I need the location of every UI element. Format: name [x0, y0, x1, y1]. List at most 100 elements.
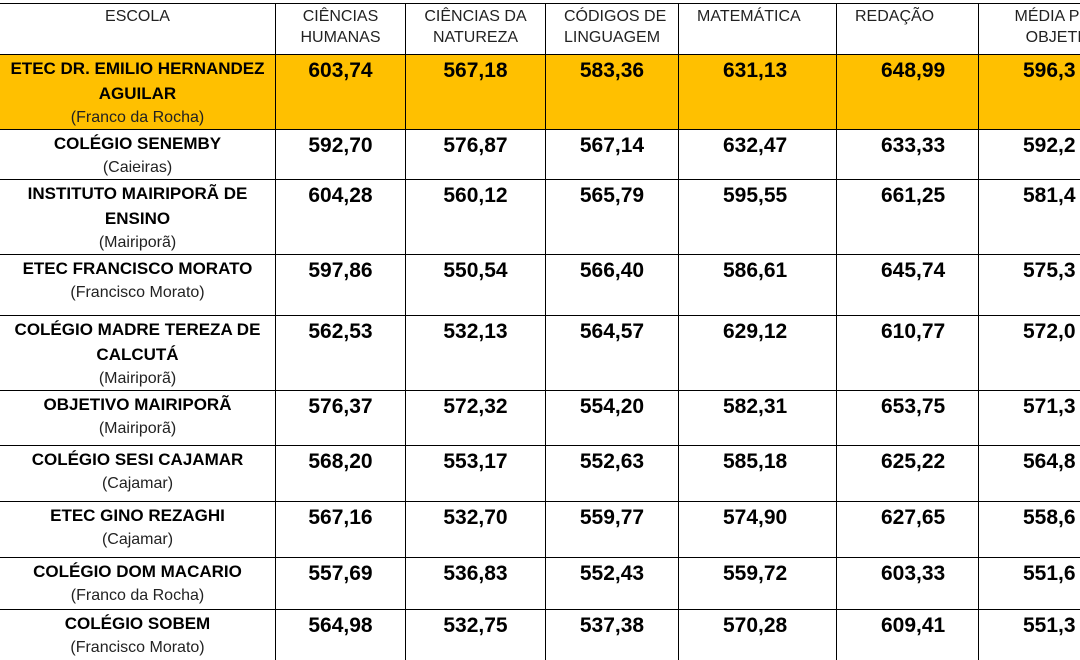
- school-name: ETEC FRANCISCO MORATO: [22, 259, 253, 278]
- header-label-line: CIÊNCIAS: [302, 8, 379, 25]
- header-codigos-linguagem: CÓDIGOS DE LINGUAGEM: [545, 3, 679, 55]
- school-cell: OBJETIVO MAIRIPORÃ (Mairiporã): [0, 390, 276, 446]
- score-cell: 576,87: [405, 129, 546, 180]
- score-cell: 574,90: [678, 501, 837, 558]
- school-city: (Franco da Rocha): [70, 587, 205, 604]
- score-cell: 576,37: [275, 390, 406, 446]
- score-cell: 610,77: [836, 315, 979, 391]
- score-cell: 632,47: [678, 129, 837, 180]
- score-cell: 559,77: [545, 501, 679, 558]
- score-cell: 551,3: [978, 609, 1080, 660]
- score-cell: 560,12: [405, 179, 546, 255]
- score-cell: 592,70: [275, 129, 406, 180]
- school-cell: ETEC GINO REZAGHI (Cajamar): [0, 501, 276, 558]
- school-name: OBJETIVO MAIRIPORÃ: [43, 395, 232, 414]
- score-cell: 567,14: [545, 129, 679, 180]
- school-city: (Cajamar): [101, 475, 174, 492]
- score-cell: 558,6: [978, 501, 1080, 558]
- school-cell: COLÉGIO SENEMBY (Caieiras): [0, 129, 276, 180]
- score-cell: 572,32: [405, 390, 546, 446]
- school-city: (Francisco Morato): [70, 284, 205, 301]
- header-label-line: NATUREZA: [432, 29, 519, 46]
- score-cell: 631,13: [678, 54, 837, 130]
- score-cell: 582,31: [678, 390, 837, 446]
- score-cell: 565,79: [545, 179, 679, 255]
- school-city: (Cajamar): [101, 531, 174, 548]
- school-cell: ETEC FRANCISCO MORATO (Francisco Morato): [0, 254, 276, 316]
- school-name: COLÉGIO SESI CAJAMAR: [31, 450, 244, 469]
- score-cell: 568,20: [275, 445, 406, 502]
- header-label-line: ESCOLA: [105, 8, 170, 25]
- score-cell: 585,18: [678, 445, 837, 502]
- score-cell: 532,13: [405, 315, 546, 391]
- table-row: COLÉGIO SESI CAJAMAR (Cajamar) 568,20 553,1…: [0, 445, 1080, 502]
- school-name: COLÉGIO SENEMBY: [53, 134, 222, 153]
- header-ciencias-natureza: CIÊNCIAS DA NATUREZA: [405, 3, 546, 55]
- table-row: OBJETIVO MAIRIPORÃ (Mairiporã) 576,37 572,3…: [0, 390, 1080, 446]
- school-cell: COLÉGIO SOBEM (Francisco Morato): [0, 609, 276, 660]
- school-name: INSTITUTO MAIRIPORÃ DE ENSINO: [27, 184, 248, 228]
- header-label-line: CIÊNCIAS DA: [424, 8, 527, 25]
- score-cell: 575,3: [978, 254, 1080, 316]
- school-name: COLÉGIO MADRE TEREZA DE CALCUTÁ: [14, 320, 261, 364]
- score-cell: 597,86: [275, 254, 406, 316]
- score-cell: 567,16: [275, 501, 406, 558]
- table-row: COLÉGIO SENEMBY (Caieiras) 592,70 576,87 567…: [0, 129, 1080, 180]
- table-row: COLÉGIO DOM MACARIO (Franco da Rocha) 557,…: [0, 557, 1080, 610]
- score-cell: 554,20: [545, 390, 679, 446]
- score-cell: 595,55: [678, 179, 837, 255]
- header-redacao: REDAÇÃO: [836, 3, 979, 55]
- school-city: (Franco da Rocha): [70, 109, 205, 126]
- score-cell: 552,63: [545, 445, 679, 502]
- header-media: MÉDIA PRO OBJETIV: [978, 3, 1080, 55]
- score-cell: 629,12: [678, 315, 837, 391]
- table-row: INSTITUTO MAIRIPORÃ DE ENSINO (Mairiporã)…: [0, 179, 1080, 255]
- header-label-line: OBJETIV: [1025, 29, 1080, 46]
- school-cell: INSTITUTO MAIRIPORÃ DE ENSINO (Mairiporã): [0, 179, 276, 255]
- score-cell: 570,28: [678, 609, 837, 660]
- school-name: ETEC DR. EMILIO HERNANDEZ AGUILAR: [10, 59, 265, 103]
- table-header: ESCOLA CIÊNCIAS HUMANAS CIÊNCIAS DA NATUREZA…: [0, 3, 1080, 55]
- header-escola: ESCOLA: [0, 3, 276, 55]
- score-cell: 536,83: [405, 557, 546, 610]
- table-row: COLÉGIO MADRE TEREZA DE CALCUTÁ (Mairipor…: [0, 315, 1080, 391]
- score-cell: 583,36: [545, 54, 679, 130]
- score-cell: 532,75: [405, 609, 546, 660]
- school-cell: COLÉGIO MADRE TEREZA DE CALCUTÁ (Mairipor…: [0, 315, 276, 391]
- score-cell: 625,22: [836, 445, 979, 502]
- header-matematica: MATEMÁTICA: [678, 3, 837, 55]
- score-cell: 609,41: [836, 609, 979, 660]
- score-cell: 562,53: [275, 315, 406, 391]
- school-name: COLÉGIO DOM MACARIO: [33, 562, 242, 581]
- header-label-line: REDAÇÃO: [855, 8, 935, 25]
- header-ciencias-humanas: CIÊNCIAS HUMANAS: [275, 3, 406, 55]
- score-cell: 586,61: [678, 254, 837, 316]
- school-city: (Mairiporã): [98, 370, 177, 387]
- score-cell: 627,65: [836, 501, 979, 558]
- score-cell: 557,69: [275, 557, 406, 610]
- score-cell: 633,33: [836, 129, 979, 180]
- score-cell: 564,98: [275, 609, 406, 660]
- table-row: ETEC GINO REZAGHI (Cajamar) 567,16 532,70 55…: [0, 501, 1080, 558]
- score-cell: 564,57: [545, 315, 679, 391]
- score-cell: 537,38: [545, 609, 679, 660]
- school-cell: ETEC DR. EMILIO HERNANDEZ AGUILAR (Franco…: [0, 54, 276, 130]
- score-cell: 550,54: [405, 254, 546, 316]
- score-cell: 603,74: [275, 54, 406, 130]
- score-cell: 564,8: [978, 445, 1080, 502]
- score-cell: 592,2: [978, 129, 1080, 180]
- score-cell: 567,18: [405, 54, 546, 130]
- score-cell: 581,4: [978, 179, 1080, 255]
- score-cell: 661,25: [836, 179, 979, 255]
- header-label-line: CÓDIGOS DE: [564, 8, 667, 25]
- table-body: ETEC DR. EMILIO HERNANDEZ AGUILAR (Franco…: [0, 54, 1080, 660]
- school-cell: COLÉGIO SESI CAJAMAR (Cajamar): [0, 445, 276, 502]
- score-cell: 653,75: [836, 390, 979, 446]
- score-cell: 648,99: [836, 54, 979, 130]
- table-row: ETEC FRANCISCO MORATO (Francisco Morato) 5…: [0, 254, 1080, 316]
- score-cell: 604,28: [275, 179, 406, 255]
- header-label-line: MÉDIA PRO: [1014, 8, 1080, 25]
- header-label-line: MATEMÁTICA: [697, 8, 801, 25]
- score-cell: 552,43: [545, 557, 679, 610]
